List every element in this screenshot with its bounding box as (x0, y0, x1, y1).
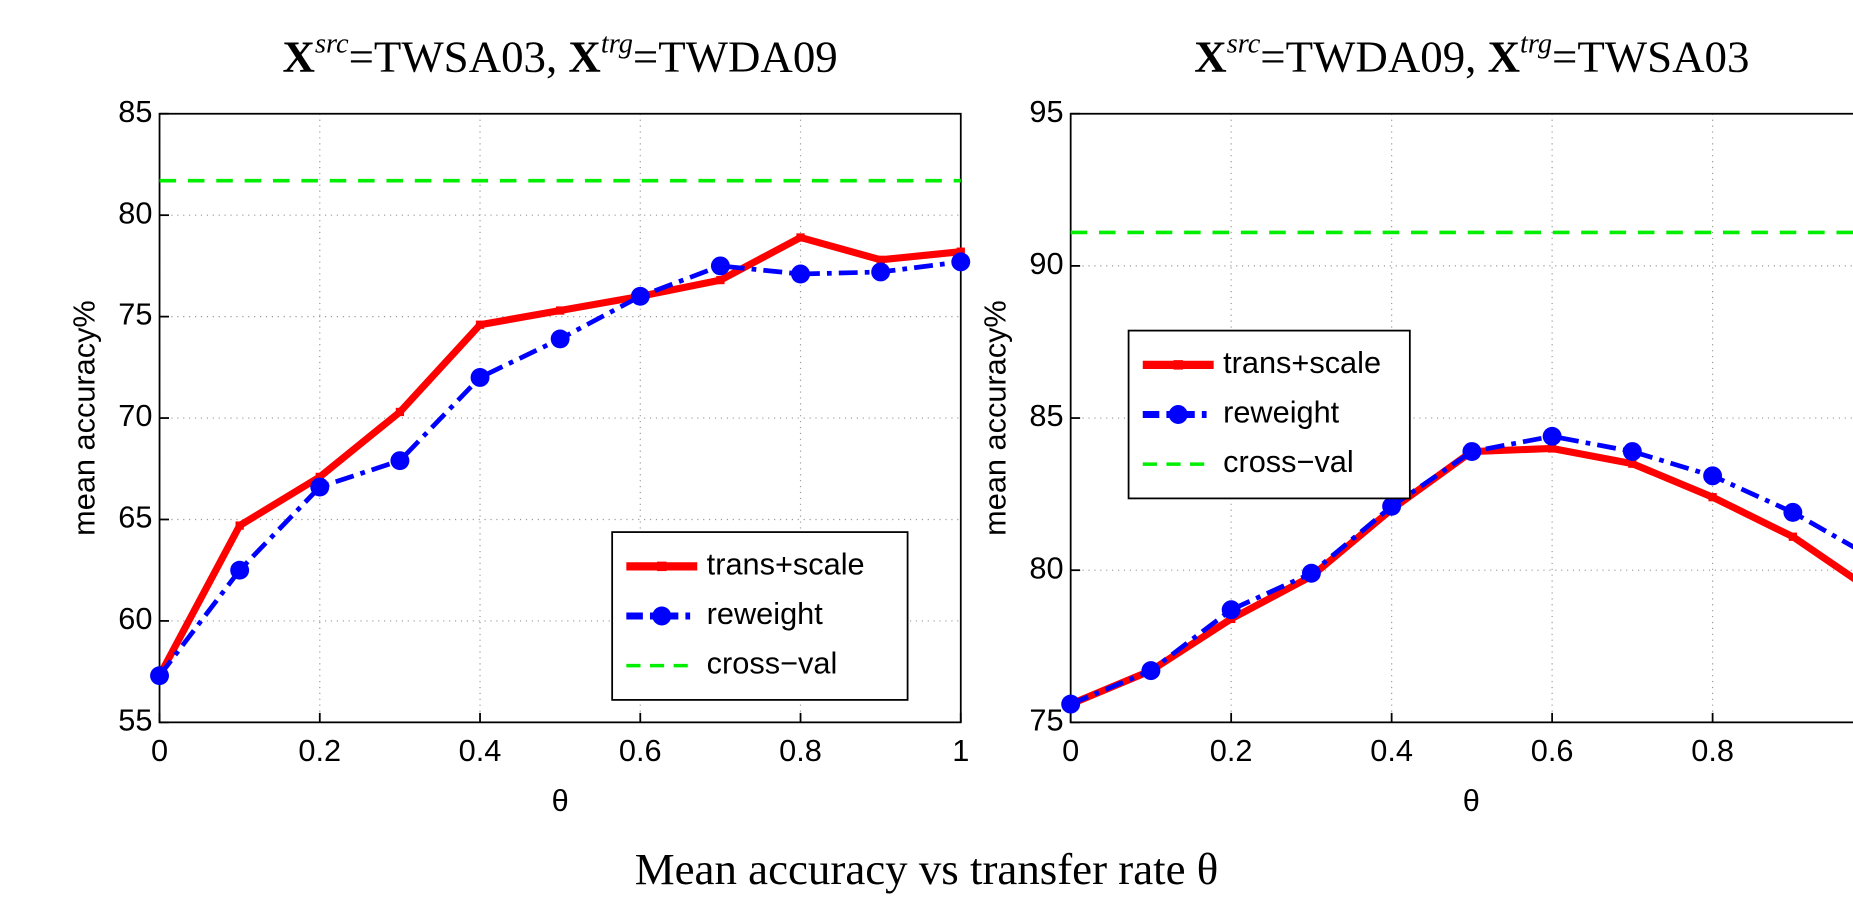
legend-label: cross−val (1223, 444, 1354, 479)
legend-marker (657, 561, 667, 572)
y-tick-label: 80 (118, 195, 152, 230)
marker (1061, 694, 1081, 714)
x-axis-label: θ (1463, 783, 1480, 818)
marker (470, 368, 490, 387)
y-tick-label: 85 (1029, 398, 1063, 433)
marker (556, 306, 565, 315)
x-tick-label: 0.8 (1691, 733, 1734, 768)
x-tick-label: 0 (1062, 733, 1079, 768)
marker (1141, 661, 1161, 681)
legend-label: cross−val (707, 646, 838, 681)
y-tick-label: 75 (118, 297, 152, 332)
marker (550, 329, 570, 349)
marker (951, 252, 971, 272)
series-line (1069, 433, 1853, 707)
marker (1301, 563, 1321, 583)
title-part: =TWDA09, (1260, 32, 1487, 82)
plot-frame (1069, 112, 1853, 724)
marker (1547, 444, 1557, 453)
title-part: X (1488, 32, 1520, 82)
x-tick-label: 0.4 (1370, 733, 1413, 768)
x-tick-label: 0.8 (779, 733, 822, 768)
marker (475, 320, 485, 329)
marker (1622, 442, 1642, 461)
marker (791, 264, 810, 284)
marker (710, 256, 730, 276)
marker (871, 262, 891, 282)
legend-label: reweight (707, 596, 824, 631)
title-part: =TWSA03 (1552, 32, 1749, 82)
marker (1628, 459, 1637, 468)
marker (1788, 532, 1797, 541)
series-layer (1061, 230, 1853, 714)
marker (1221, 600, 1241, 620)
marker (230, 560, 250, 580)
title-part: X (568, 32, 600, 82)
y-tick-label: 75 (1029, 702, 1063, 737)
marker (1703, 466, 1723, 486)
legend-marker (652, 606, 672, 626)
chart: Xsrc=TWDA09, Xtrg=TWSA03 75 80 85 90 95 0 0.2 0.… (978, 29, 1853, 818)
legend-label: reweight (1223, 395, 1340, 430)
legend: trans+scale reweight cross−val (611, 531, 909, 701)
title-part: =TWDA09 (633, 32, 838, 82)
x-tick-label: 0.6 (1531, 733, 1574, 768)
marker (796, 233, 805, 242)
title-part: src (1227, 29, 1261, 60)
y-tick-label: 90 (1029, 246, 1063, 281)
chart-title: Xsrc=TWDA09, Xtrg=TWSA03 (1194, 29, 1749, 82)
marker (150, 666, 169, 686)
marker (1382, 496, 1402, 516)
x-tick-label: 1 (952, 733, 969, 768)
x-axis-label: θ (552, 783, 569, 818)
x-tick-label: 0 (151, 733, 168, 768)
title-part: trg (601, 29, 633, 60)
y-tick-label: 55 (118, 702, 152, 737)
marker (395, 407, 405, 417)
chart-title: Xsrc=TWSA03, Xtrg=TWDA09 (283, 29, 838, 82)
y-tick-label: 95 (1029, 94, 1063, 129)
title-part: =TWSA03, (349, 32, 569, 82)
y-tick-label: 85 (118, 94, 152, 129)
legend-label: trans+scale (1223, 345, 1381, 380)
x-tick-label: 0.6 (619, 733, 662, 768)
plot-frame (158, 112, 962, 724)
y-tick-label: 60 (118, 601, 152, 636)
legend: trans+scale reweight cross−val (1127, 329, 1411, 500)
marker (956, 247, 965, 256)
title-part: trg (1520, 29, 1552, 60)
marker (235, 521, 244, 530)
y-tick-label: 65 (118, 500, 152, 535)
x-tick-label: 0.2 (1210, 733, 1253, 768)
marker (716, 275, 725, 285)
y-tick-label: 80 (1029, 550, 1063, 585)
series-layer (150, 178, 971, 686)
marker (1708, 493, 1717, 502)
legend-marker (1168, 405, 1188, 424)
marker (310, 477, 330, 497)
marker (1462, 442, 1482, 461)
title-part: src (315, 29, 349, 60)
legend-marker (1173, 360, 1183, 370)
y-tick-label: 70 (118, 398, 152, 433)
title-part: X (1194, 32, 1226, 82)
chart: Xsrc=TWSA03, Xtrg=TWDA09 55 60 65 70 75 80 85 0 0… (66, 29, 971, 818)
marker (1542, 426, 1562, 446)
x-tick-label: 0.4 (459, 733, 502, 768)
marker (1783, 502, 1803, 522)
title-part: X (283, 32, 315, 82)
marker (315, 472, 324, 482)
marker (390, 451, 410, 471)
marker (630, 286, 650, 306)
x-tick-label: 0.2 (298, 733, 341, 768)
caption: Mean accuracy vs transfer rate θ (635, 844, 1219, 894)
y-axis-label: mean accuracy% (66, 300, 101, 536)
marker (876, 255, 885, 264)
y-axis-label: mean accuracy% (978, 300, 1013, 536)
legend-label: trans+scale (707, 546, 865, 581)
